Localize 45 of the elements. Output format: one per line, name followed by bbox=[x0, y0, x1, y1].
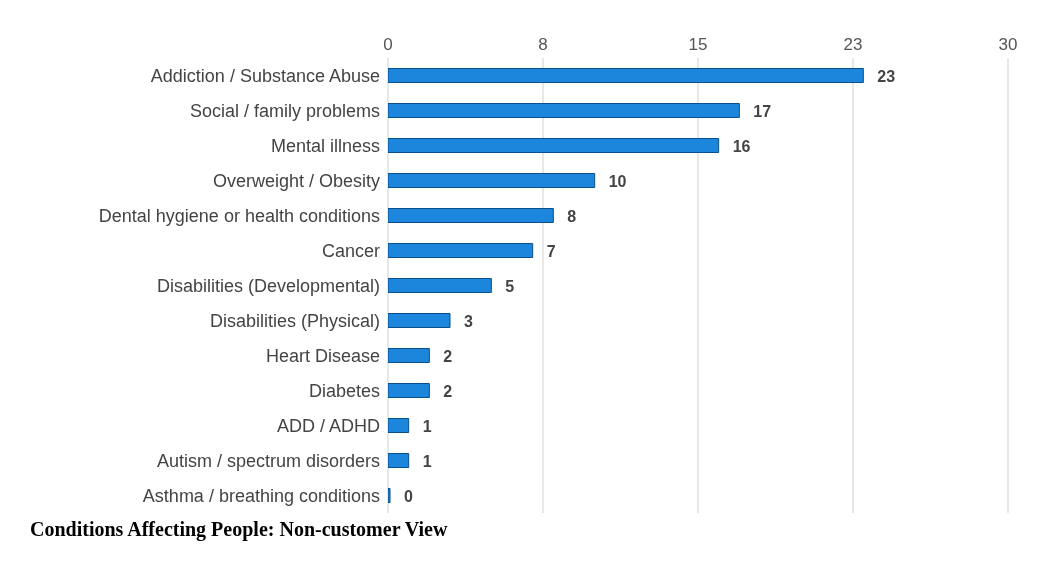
data-label: 8 bbox=[567, 207, 577, 225]
y-tick-label: Asthma / breathing conditions bbox=[142, 485, 380, 506]
y-tick-label: Autism / spectrum disorders bbox=[156, 450, 380, 471]
x-tick-label: 15 bbox=[688, 35, 708, 54]
bar bbox=[388, 453, 410, 468]
y-tick-label: Disabilities (Developmental) bbox=[156, 275, 380, 296]
data-label: 2 bbox=[443, 347, 453, 365]
x-tick-label: 23 bbox=[843, 35, 863, 54]
data-label: 1 bbox=[422, 452, 432, 470]
bar bbox=[388, 278, 492, 293]
data-label: 23 bbox=[877, 67, 896, 85]
bar bbox=[388, 243, 534, 258]
bar bbox=[388, 173, 596, 188]
data-label: 1 bbox=[422, 417, 432, 435]
y-tick-label: Overweight / Obesity bbox=[212, 170, 380, 191]
data-label: 2 bbox=[443, 382, 453, 400]
bar bbox=[388, 418, 410, 433]
text: Conditions Affecting People: Non-customer View bbox=[30, 518, 449, 541]
bar bbox=[388, 208, 554, 223]
data-label: 10 bbox=[608, 172, 627, 190]
x-tick-label: 30 bbox=[998, 35, 1018, 54]
y-tick-label: Heart Disease bbox=[265, 345, 380, 366]
y-tick-label: Diabetes bbox=[308, 380, 380, 401]
y-tick-label: Mental illness bbox=[270, 135, 380, 156]
data-label: 3 bbox=[464, 312, 473, 330]
x-tick-label: 0 bbox=[383, 35, 393, 54]
bar bbox=[388, 348, 430, 363]
y-tick-label: Social / family problems bbox=[189, 100, 380, 121]
y-tick-label: Cancer bbox=[321, 240, 380, 261]
bar bbox=[388, 383, 430, 398]
y-tick-label: ADD / ADHD bbox=[276, 415, 380, 436]
bar bbox=[388, 138, 720, 153]
x-tick-label: 8 bbox=[538, 35, 548, 54]
bar bbox=[388, 68, 864, 83]
y-tick-label: Dental hygiene or health conditions bbox=[98, 205, 380, 226]
data-label: 7 bbox=[546, 242, 556, 260]
data-label: 5 bbox=[505, 277, 515, 295]
y-tick-label: Addiction / Substance Abuse bbox=[150, 65, 380, 86]
bar bbox=[388, 488, 391, 503]
data-label: 0 bbox=[404, 487, 413, 505]
data-label: 16 bbox=[732, 137, 751, 155]
data-label: 17 bbox=[753, 102, 772, 120]
bar bbox=[388, 103, 740, 118]
y-tick-label: Disabilities (Physical) bbox=[209, 310, 380, 331]
bar bbox=[388, 313, 451, 328]
